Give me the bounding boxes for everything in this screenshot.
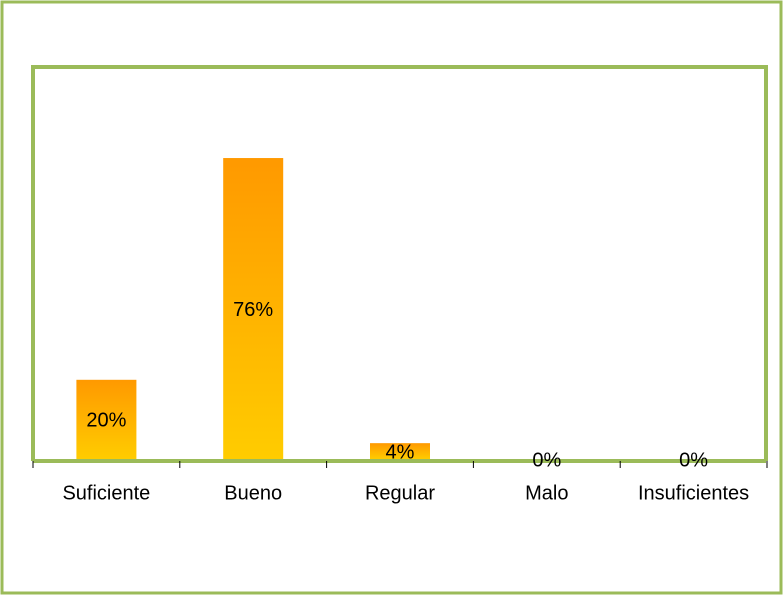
value-label: 20% <box>86 410 126 432</box>
bar <box>370 443 430 459</box>
x-tick-label: Suficiente <box>62 482 150 504</box>
x-tick-label: Malo <box>525 482 568 504</box>
plot-frame <box>31 65 768 461</box>
x-tick-label: Insuficientes <box>638 482 749 504</box>
value-label: 0% <box>532 449 561 471</box>
bar <box>223 158 284 460</box>
value-label: 4% <box>386 441 415 463</box>
value-label: 76% <box>233 299 273 321</box>
value-label: 0% <box>679 449 708 471</box>
x-tick-label: Bueno <box>224 482 282 504</box>
bar <box>76 379 137 459</box>
x-tick-label: Regular <box>365 482 435 504</box>
